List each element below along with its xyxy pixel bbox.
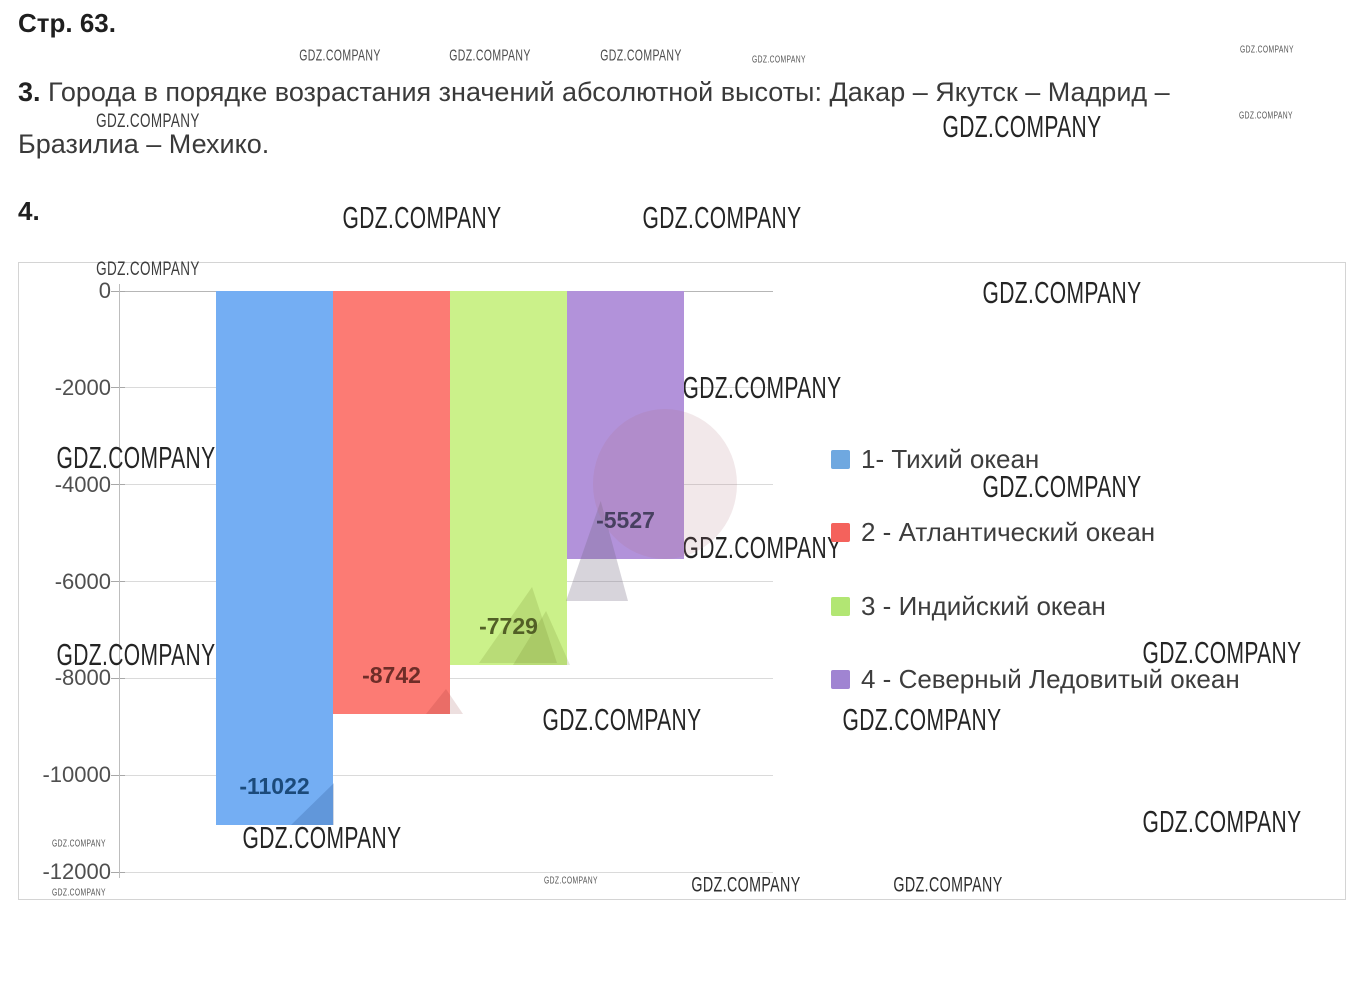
watermark-text: GDZ.COMPANY	[1239, 109, 1293, 121]
gridline	[119, 871, 773, 873]
watermark-text: GDZ.COMPANY	[544, 874, 598, 886]
chart-bars	[19, 263, 1345, 899]
watermark-text: GDZ.COMPANY	[342, 200, 502, 235]
legend-item-1: 1- Тихий океан	[831, 443, 1039, 475]
watermark-text: GDZ.COMPANY	[1142, 804, 1302, 839]
y-axis-label: -6000	[54, 568, 111, 594]
y-axis-line	[119, 284, 120, 878]
watermark-text: GDZ.COMPANY	[982, 275, 1142, 310]
watermark-text: GDZ.COMPANY	[982, 469, 1142, 504]
watermark-text: GDZ.COMPANY	[600, 46, 682, 64]
legend-label: 1- Тихий океан	[861, 443, 1040, 474]
task-3-line1: Города в порядке возрастания значений аб…	[48, 77, 1170, 107]
bar-value-label: -5527	[596, 506, 655, 533]
watermark-text: GDZ.COMPANY	[52, 886, 106, 898]
gridline	[119, 774, 773, 776]
watermark-text: GDZ.COMPANY	[242, 820, 402, 855]
watermark-text: GDZ.COMPANY	[642, 200, 802, 235]
legend-item-3: 3 - Индийский океан	[831, 590, 1106, 622]
axis-tick	[111, 581, 125, 582]
chart-y-axis: 0 -2000 -4000 -6000 -8000 -10000 -12000	[19, 263, 1345, 899]
legend-label: 3 - Индийский океан	[861, 590, 1106, 621]
task-3-text: 3. Города в порядке возрастания значений…	[18, 66, 1358, 170]
watermark-text: GDZ.COMPANY	[542, 702, 702, 737]
axis-tick	[111, 387, 125, 389]
watermark-text: GDZ.COMPANY	[942, 109, 1102, 144]
task-4-number: 4.	[18, 196, 40, 226]
watermark-text: GDZ.COMPANY	[1240, 43, 1294, 55]
bar-3	[450, 291, 567, 666]
axis-tick	[111, 290, 125, 292]
chart-value-labels: -11022 -8742 -7729 -5527	[19, 263, 1345, 899]
bar-4	[567, 291, 684, 559]
y-axis-label: -4000	[54, 471, 111, 497]
legend-swatch	[831, 449, 850, 469]
bar-2	[333, 291, 450, 715]
watermark-text: GDZ.COMPANY	[682, 370, 842, 405]
watermark-text: GDZ.COMPANY	[893, 873, 1003, 897]
task-3-number: 3.	[18, 77, 41, 107]
watermark-text: GDZ.COMPANY	[449, 46, 531, 64]
y-axis-label: -10000	[42, 762, 111, 788]
legend-label: 4 - Северный Ледовитый океан	[861, 663, 1240, 694]
watermark-text: GDZ.COMPANY	[52, 837, 106, 849]
watermark-text: GDZ.COMPANY	[752, 53, 806, 65]
page-title: Стр. 63.	[18, 8, 116, 38]
y-axis-label: 0	[98, 278, 111, 303]
y-axis-label: -8000	[54, 665, 111, 691]
watermark-text: GDZ.COMPANY	[682, 530, 842, 565]
chart-legend: 1- Тихий океан 2 - Атлантический океан 3 -…	[831, 263, 1341, 899]
bar-1	[216, 291, 333, 825]
watermark-text: GDZ.COMPANY	[96, 257, 200, 280]
legend-swatch	[831, 596, 850, 616]
watermark-text: GDZ.COMPANY	[56, 637, 216, 672]
legend-swatch	[831, 669, 850, 689]
axis-tick	[111, 871, 125, 873]
watermark-text: GDZ.COMPANY	[56, 440, 216, 475]
watermark-text: GDZ.COMPANY	[96, 109, 200, 132]
task-3-line2: Бразилиа – Мехико.	[18, 129, 270, 159]
legend-label: 2 - Атлантический океан	[861, 516, 1156, 547]
y-axis-label: -2000	[54, 374, 111, 400]
axis-tick	[111, 774, 125, 776]
bar-value-label: -11022	[239, 772, 310, 799]
watermark-text: GDZ.COMPANY	[1142, 635, 1302, 670]
watermark-text: GDZ.COMPANY	[299, 46, 381, 64]
axis-tick	[111, 484, 125, 486]
bar-value-label: -8742	[362, 662, 421, 689]
bar-value-label: -7729	[479, 613, 538, 640]
watermark-text: GDZ.COMPANY	[691, 873, 801, 897]
legend-item-2: 2 - Атлантический океан	[831, 516, 1155, 548]
legend-item-4: 4 - Северный Ледовитый океан	[831, 663, 1240, 695]
legend-swatch	[831, 522, 850, 542]
watermark-text: GDZ.COMPANY	[842, 702, 1002, 737]
bar-chart: -11022 -8742 -7729 -5527 0 -2000 -4000 -6000 -8…	[18, 262, 1346, 900]
axis-tick	[111, 677, 125, 679]
y-axis-label: -12000	[42, 859, 111, 884]
